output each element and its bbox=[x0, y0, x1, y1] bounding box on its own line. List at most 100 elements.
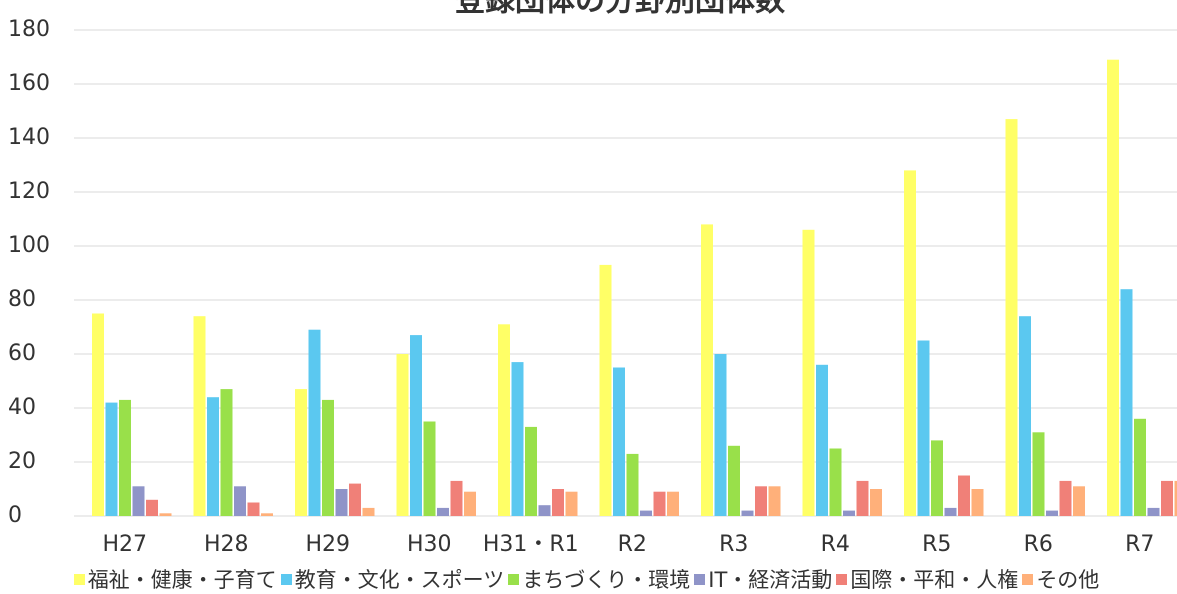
bar bbox=[600, 265, 612, 516]
bar bbox=[322, 400, 334, 516]
bar bbox=[1019, 316, 1031, 516]
legend-swatch bbox=[1022, 574, 1033, 585]
bar bbox=[1161, 481, 1173, 516]
bar bbox=[106, 403, 118, 516]
bar bbox=[640, 511, 652, 516]
legend-label: 福祉・健康・子育て bbox=[88, 564, 277, 594]
bar bbox=[309, 330, 321, 516]
x-tick-label: H28 bbox=[204, 532, 249, 557]
legend-label: まちづくり・環境 bbox=[522, 564, 690, 594]
bar bbox=[295, 389, 307, 516]
bar bbox=[498, 324, 510, 516]
bar bbox=[803, 230, 815, 516]
bar bbox=[363, 508, 375, 516]
bar bbox=[830, 449, 842, 517]
bar bbox=[857, 481, 869, 516]
bar bbox=[1046, 511, 1058, 516]
bar bbox=[958, 476, 970, 517]
chart-title: 登録団体の分野別団体数 bbox=[454, 0, 786, 19]
bar bbox=[755, 486, 767, 516]
bar bbox=[119, 400, 131, 516]
bar bbox=[552, 489, 564, 516]
legend: 福祉・健康・子育て教育・文化・スポーツまちづくり・環境 IT・経済活動国際・平和・… bbox=[0, 564, 1177, 594]
bar bbox=[133, 486, 145, 516]
y-tick-label: 140 bbox=[8, 125, 50, 150]
bar bbox=[715, 354, 727, 516]
bar bbox=[904, 170, 916, 516]
y-tick-label: 40 bbox=[8, 395, 36, 420]
bar bbox=[843, 511, 855, 516]
x-tick-label: R4 bbox=[821, 532, 850, 557]
x-tick-label: R6 bbox=[1024, 532, 1053, 557]
y-tick-label: 100 bbox=[8, 233, 50, 258]
bar bbox=[1033, 432, 1045, 516]
x-tick-label: H30 bbox=[407, 532, 452, 557]
legend-item: 国際・平和・人権 bbox=[836, 564, 1018, 594]
bar bbox=[870, 489, 882, 516]
y-tick-label: 80 bbox=[8, 287, 36, 312]
bar bbox=[146, 500, 158, 516]
bar bbox=[1148, 508, 1160, 516]
legend-item: その他 bbox=[1022, 564, 1099, 594]
legend-item: IT・経済活動 bbox=[694, 564, 832, 594]
x-tick-label: R3 bbox=[719, 532, 748, 557]
x-tick-label: H29 bbox=[305, 532, 350, 557]
bar bbox=[207, 397, 219, 516]
bar bbox=[437, 508, 449, 516]
bar bbox=[410, 335, 422, 516]
bar bbox=[397, 354, 409, 516]
bar bbox=[816, 365, 828, 516]
bar bbox=[931, 440, 943, 516]
legend-item: 教育・文化・スポーツ bbox=[281, 564, 505, 594]
bar bbox=[261, 513, 273, 516]
bar bbox=[728, 446, 740, 516]
legend-label: 教育・文化・スポーツ bbox=[295, 564, 505, 594]
legend-item: まちづくり・環境 bbox=[508, 564, 690, 594]
bar bbox=[972, 489, 984, 516]
bar bbox=[742, 511, 754, 516]
x-tick-label: H31・R1 bbox=[483, 532, 579, 557]
bar bbox=[613, 368, 625, 517]
x-tick-label: H27 bbox=[102, 532, 147, 557]
bar bbox=[1073, 486, 1085, 516]
x-tick-label: R2 bbox=[618, 532, 647, 557]
bar bbox=[1134, 419, 1146, 516]
bar bbox=[1060, 481, 1072, 516]
bar bbox=[464, 492, 476, 516]
legend-item: 福祉・健康・子育て bbox=[74, 564, 277, 594]
y-tick-label: 0 bbox=[8, 503, 22, 528]
bar bbox=[667, 492, 679, 516]
bar bbox=[248, 503, 260, 517]
bar bbox=[424, 422, 436, 517]
bar bbox=[1121, 289, 1133, 516]
bar bbox=[92, 314, 104, 517]
y-tick-label: 120 bbox=[8, 179, 50, 204]
bar bbox=[654, 492, 666, 516]
x-tick-label: R5 bbox=[922, 532, 951, 557]
bar bbox=[336, 489, 348, 516]
bar bbox=[945, 508, 957, 516]
legend-swatch bbox=[508, 574, 519, 585]
legend-label: 国際・平和・人権 bbox=[850, 564, 1018, 594]
x-tick-label: R7 bbox=[1125, 532, 1154, 557]
bar bbox=[451, 481, 463, 516]
legend-swatch bbox=[836, 574, 847, 585]
bar bbox=[221, 389, 233, 516]
bar bbox=[1107, 60, 1119, 516]
bar bbox=[160, 513, 172, 516]
bar bbox=[627, 454, 639, 516]
bar bbox=[539, 505, 551, 516]
bar bbox=[194, 316, 206, 516]
bar bbox=[769, 486, 781, 516]
bar bbox=[512, 362, 524, 516]
legend-label: IT・経済活動 bbox=[708, 564, 832, 594]
bar bbox=[1006, 119, 1018, 516]
bar bbox=[701, 224, 713, 516]
bar bbox=[234, 486, 246, 516]
legend-swatch bbox=[74, 574, 85, 585]
bar bbox=[525, 427, 537, 516]
bar bbox=[918, 341, 930, 517]
bar bbox=[349, 484, 361, 516]
